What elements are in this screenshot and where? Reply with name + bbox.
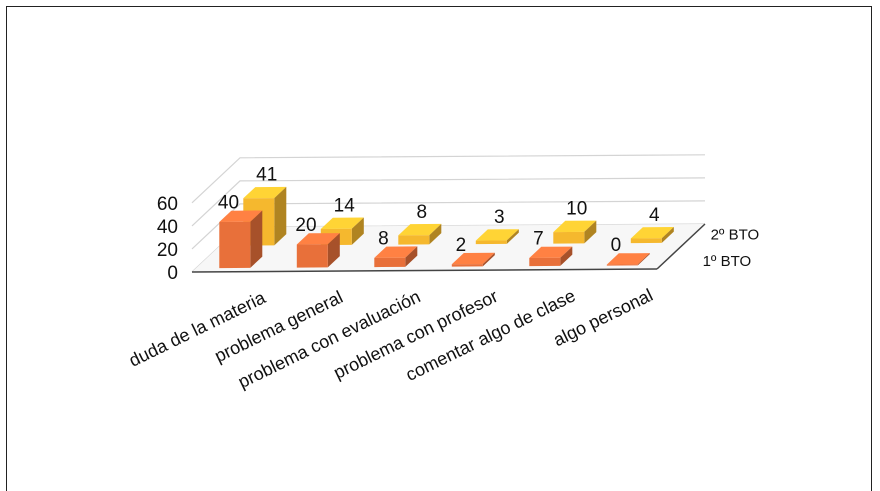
series-2-bar	[553, 220, 597, 244]
series-2-bar	[398, 223, 442, 245]
bar-front	[553, 231, 585, 244]
series-label-1: 1º BTO	[703, 253, 752, 270]
bar-side	[637, 253, 650, 266]
floor-front-edge	[191, 268, 658, 273]
gridline	[191, 177, 706, 227]
bar-side	[351, 217, 364, 245]
data-label-series-1: 20	[295, 215, 316, 236]
series-label-2: 2º BTO	[711, 227, 760, 244]
bar-front	[529, 257, 561, 267]
bar-top	[296, 233, 340, 245]
bar-side	[560, 246, 573, 266]
bar-front	[630, 238, 662, 244]
gridline	[191, 154, 706, 204]
bar-side	[405, 246, 418, 267]
bar-front	[451, 264, 483, 267]
gridline	[191, 200, 706, 250]
bar-top	[374, 246, 418, 258]
series-1-bar	[296, 233, 340, 268]
category-label: duda de la materia	[126, 287, 270, 371]
data-label-series-1: 2	[456, 235, 467, 256]
bar-side	[250, 210, 263, 268]
data-labels: 41 14 8 3 10 4 40 20 8 2 7 0	[218, 165, 660, 257]
bars	[219, 186, 674, 269]
data-label-series-2: 4	[649, 205, 660, 226]
bar-front	[296, 244, 328, 268]
bar-top	[606, 253, 650, 265]
bar-top	[451, 252, 495, 265]
y-tick-label: 0	[167, 263, 178, 284]
data-label-series-1: 7	[533, 229, 544, 250]
bar-front	[606, 264, 638, 266]
series-1-bar	[219, 210, 263, 269]
bar-front	[219, 221, 251, 269]
bar-front	[398, 235, 430, 245]
bar-top	[630, 227, 674, 239]
data-label-series-2: 3	[494, 207, 505, 228]
series-labels: 1º BTO 2º BTO	[703, 227, 760, 271]
bar-top	[243, 186, 287, 199]
data-label-series-1: 8	[378, 229, 389, 250]
series-1-bar	[374, 246, 418, 268]
floor-right-edge	[656, 223, 706, 270]
bar-side	[482, 252, 495, 267]
y-tick-label: 40	[157, 217, 178, 238]
y-tick-label: 20	[157, 240, 178, 261]
data-label-series-2: 41	[256, 165, 277, 186]
bar-side	[584, 220, 597, 244]
y-tick-label: 60	[157, 194, 178, 215]
bar-front	[374, 257, 406, 268]
bar-side	[506, 229, 519, 244]
bar-top	[398, 223, 442, 236]
series-2-bar	[475, 229, 519, 245]
bar-side	[429, 223, 442, 245]
series-2-bar	[630, 227, 674, 244]
bar-top	[219, 210, 263, 222]
bar-side	[274, 186, 287, 246]
bar-side	[661, 227, 674, 243]
data-label-series-2: 10	[566, 198, 587, 219]
data-label-series-2: 8	[416, 202, 427, 223]
bar-top	[475, 229, 519, 241]
series-1-bar	[529, 246, 573, 267]
bar-top	[529, 246, 573, 258]
bar-front	[475, 240, 507, 245]
bar-top	[553, 220, 597, 233]
data-label-series-1: 40	[218, 193, 239, 214]
bar-top	[320, 217, 364, 229]
data-label-series-2: 14	[334, 195, 356, 216]
series-1-bar	[451, 252, 495, 267]
series-1-bar	[606, 253, 650, 266]
data-label-series-1: 0	[611, 235, 622, 256]
bar-side	[327, 233, 340, 268]
